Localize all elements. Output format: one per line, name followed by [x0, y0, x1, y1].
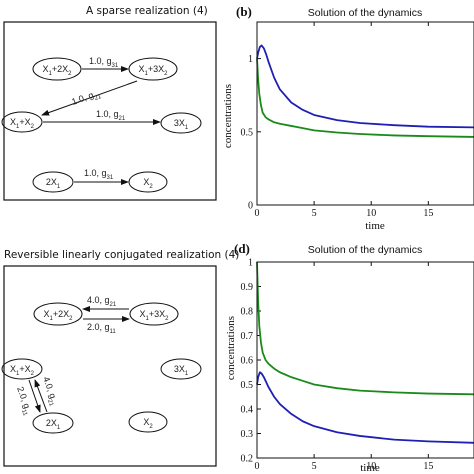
reaction-rate-label: 4.0, g21 [38, 375, 60, 408]
y-axis-title: concentrations [225, 316, 237, 380]
node-label: 3X1 [174, 118, 189, 131]
series-line-2 [256, 371, 474, 444]
node-x2: X2 [128, 411, 168, 433]
y-tick-label: 0.3 [241, 429, 254, 440]
node-label: X2 [143, 177, 153, 190]
series-group [256, 261, 474, 444]
reaction-rate-label: 2.0, g11 [12, 385, 34, 417]
node-2x1: 2X1 [32, 412, 74, 434]
chart-title: Solution of the dynamics [308, 7, 422, 19]
node-label: 3X1 [174, 364, 189, 377]
series-group [256, 44, 474, 138]
plot-frame [256, 21, 474, 206]
y-tick-label: 0.6 [241, 356, 254, 367]
x-tick-label: 0 [255, 208, 260, 219]
plot-frame [256, 261, 474, 459]
reaction-rate-label: 1.0, g21 [96, 109, 126, 122]
y-tick-label: 0.5 [241, 380, 254, 391]
x-tick-label: 5 [312, 461, 317, 472]
node-x2: X2 [128, 171, 168, 193]
panel-c-frame [3, 265, 217, 467]
series-line-2 [256, 58, 474, 138]
reaction-arrow [41, 80, 138, 116]
node-x1-3x2: X1+3X2 [129, 302, 179, 326]
panel-label-b: (b) [236, 4, 252, 19]
y-tick-label: 0.8 [241, 307, 254, 318]
y-tick-label: 0.7 [241, 331, 254, 342]
node-x1-3x2: X1+3X2 [128, 57, 178, 81]
x-tick-label: 10 [366, 208, 376, 219]
y-tick-label: 0.9 [241, 282, 254, 293]
chart-title: Solution of the dynamics [308, 244, 422, 256]
y-axis-title: concentrations [222, 84, 234, 148]
y-tick-label: 1 [248, 54, 253, 65]
node-x1-2x2: X1+2X2 [33, 302, 83, 326]
x-tick-label: 0 [255, 461, 260, 472]
y-tick-label: 0.5 [241, 127, 254, 138]
node-x1-2x2: X1+2X2 [32, 57, 82, 81]
reaction-arrow [28, 379, 41, 413]
node-label: X1+2X2 [43, 64, 73, 77]
chart-d: (d) Solution of the dynamics concentrati… [225, 241, 474, 474]
node-3x1: 3X1 [160, 112, 202, 134]
node-label: 2X1 [46, 177, 61, 190]
x-tick-label: 10 [366, 461, 376, 472]
x-tick-label: 15 [423, 461, 433, 472]
series-line-1 [256, 44, 474, 129]
node-label: X1+3X2 [139, 64, 169, 77]
y-tick-label: 0 [248, 201, 253, 212]
reaction-rate-label: 2.0, g11 [87, 322, 116, 335]
node-label: X1+3X2 [140, 309, 170, 322]
reaction-rate-label: 1.0, g21 [70, 87, 103, 109]
panel-a-network: A sparse realization (4) X1+2X2 X1+3X2 X… [1, 5, 217, 201]
panel-a-frame [3, 21, 217, 201]
node-2x1: 2X1 [32, 171, 74, 193]
node-3x1: 3X1 [160, 358, 202, 380]
node-label: X1+X2 [10, 364, 35, 377]
y-tick-label: 1 [248, 258, 253, 269]
node-label: 2X1 [46, 418, 61, 431]
reaction-rate-label: 1.0, g31 [89, 56, 119, 69]
panel-c-network: Reversible linearly conjugated realizati… [1, 249, 239, 467]
x-tick-label: 15 [423, 208, 433, 219]
node-x1-x2: X1+X2 [1, 111, 43, 133]
node-label: X1+X2 [10, 117, 35, 130]
node-label: X2 [143, 417, 153, 430]
panel-c-title: Reversible linearly conjugated realizati… [4, 249, 239, 261]
reaction-rate-label: 4.0, g21 [87, 295, 117, 308]
x-axis-title: time [360, 462, 380, 474]
reaction-arrow [34, 379, 48, 413]
chart-b: (b) Solution of the dynamics concentrati… [222, 4, 474, 232]
y-tick-label: 0.2 [241, 454, 254, 465]
x-tick-label: 5 [312, 208, 317, 219]
panel-label-d: (d) [234, 241, 250, 256]
x-axis-title: time [365, 220, 385, 232]
tick-group: 0 5 10 15 0.2 0.3 0.4 0.5 0.6 0.7 0.8 0.9 1 [241, 258, 434, 473]
series-line-1 [256, 261, 474, 396]
node-x1-x2: X1+X2 [1, 358, 43, 380]
node-label: X1+2X2 [44, 309, 74, 322]
y-tick-label: 0.4 [241, 405, 254, 416]
reaction-rate-label: 1.0, g31 [84, 168, 114, 181]
panel-a-title: A sparse realization (4) [86, 5, 208, 17]
